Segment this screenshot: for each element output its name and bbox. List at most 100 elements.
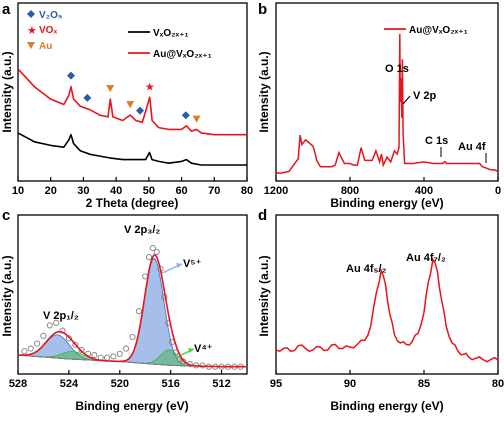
y-axis-title-c: Intensity (a.u.): [0, 255, 14, 336]
annotation-v2p-pointer: [402, 95, 411, 105]
panel-a-xrd: a ★ 10 20 30 40 50 60 70 80 2 Theta (degree) In…: [0, 1, 253, 210]
x-tick-label-0: 20: [45, 185, 57, 197]
legend-label-b: Au@VₓO₂ₓ₊₁: [409, 25, 468, 36]
plot-frame-c: [17, 214, 248, 375]
raw-data-point: [65, 335, 72, 342]
raw-data-point: [123, 345, 130, 352]
y-axis-title-d: Intensity (a.u.): [257, 255, 271, 336]
x-tick-label-0: 50: [143, 185, 155, 197]
raw-data-point: [78, 346, 85, 353]
raw-data-point: [116, 350, 123, 357]
x-tick-label-0: 30: [77, 185, 89, 197]
x-tick-label-2: 528: [9, 378, 27, 390]
y-axis-title-b: Intensity (a.u.): [257, 51, 271, 132]
series-group-c: [17, 244, 246, 370]
x-tick-label-2: 516: [161, 378, 179, 390]
panel-label-d: d: [258, 207, 267, 224]
x-tick-label-2: 512: [212, 378, 230, 390]
raw-data-point: [27, 345, 34, 352]
x-tick-label-3: 85: [418, 378, 430, 390]
panel-label-c: c: [2, 207, 10, 224]
vox-star-icon: ★: [27, 25, 37, 37]
raw-data-point: [110, 353, 117, 360]
x-tick-label-0: 70: [208, 185, 220, 197]
peak-diamond-marker: [136, 106, 145, 115]
raw-data-point: [72, 341, 79, 348]
peak-triangle-marker: [192, 115, 201, 123]
annotation-v2p12: V 2p₁/₂: [43, 310, 79, 322]
x-tick-label-1: 0: [495, 185, 501, 197]
raw-data-point: [91, 352, 98, 359]
y-axis-title-a: Intensity (a.u.): [0, 51, 14, 132]
annotation-v5: V⁵⁺: [183, 258, 202, 270]
x-tick-label-0: 60: [175, 185, 187, 197]
series-legend-a: VₓO₂ₓ₊₁ Au@VₓO₂ₓ₊₁: [128, 28, 212, 60]
series-group-a: [17, 68, 247, 166]
v4-arrow-head-icon: [188, 348, 194, 353]
x-tick-label-2: 520: [111, 378, 129, 390]
peak-diamond-marker: [66, 71, 75, 80]
raw-data-point: [40, 332, 47, 339]
x-ticks-a: 10 20 30 40 50 60 70 80: [12, 177, 253, 197]
plot-frame-a: [17, 2, 248, 182]
fit-envelope-line: [17, 254, 246, 368]
raw-data-point: [153, 248, 160, 255]
v5-arrow-head-icon: [176, 263, 182, 268]
marker-legend-v2o5: V₂O₅: [39, 10, 63, 21]
plot-frame-d: [275, 214, 499, 375]
x-tick-label-1: 800: [341, 185, 359, 197]
legend-label-vxo: VₓO₂ₓ₊₁: [153, 28, 189, 39]
raw-data-point: [129, 333, 136, 341]
raw-data-point: [135, 308, 142, 315]
series-group-d: [275, 257, 499, 363]
marker-legend-au: Au: [39, 41, 52, 52]
au4f-line: [275, 257, 499, 363]
panel-label-b: b: [258, 1, 267, 18]
x-axis-title-a: 2 Theta (degree): [86, 196, 179, 210]
x-axis-title-d: Binding energy (eV): [330, 399, 443, 413]
panel-label-a: a: [2, 1, 11, 18]
raw-data-point: [180, 358, 187, 365]
annotation-c1s: C 1s: [425, 135, 448, 147]
x-axis-title-b: Binding energy (eV): [330, 196, 443, 210]
annotation-v2p32: V 2p₃/₂: [124, 224, 160, 236]
peak-diamond-marker: [181, 111, 190, 120]
series-group-b: [276, 33, 499, 174]
peak-triangle-marker: [106, 85, 115, 93]
x-tick-label-0: 40: [110, 185, 122, 197]
x-tick-label-3: 90: [344, 378, 356, 390]
raw-data-point: [145, 254, 153, 261]
peak-star-marker: ★: [145, 81, 155, 93]
xrd-series-line: [17, 132, 247, 166]
x-ticks-d: 95 90 85 80: [270, 370, 504, 390]
plot-frame-b: [275, 2, 499, 182]
x-tick-label-1: 1200: [264, 185, 288, 197]
annotation-au4f52: Au 4f₅/₂: [346, 263, 387, 275]
x-ticks-c: 528 524 520 516 512: [9, 370, 231, 390]
annotation-v2p: V 2p: [413, 90, 437, 102]
peak-triangle-marker: [126, 101, 135, 109]
xps-survey-line: [276, 33, 499, 174]
raw-data-point: [34, 340, 41, 347]
raw-data-point: [149, 244, 156, 252]
x-tick-label-3: 80: [492, 378, 504, 390]
peak-markers-a: ★: [66, 71, 201, 123]
panel-d-au4f: d 95 90 85 80 Binding energy (eV) Intensity…: [257, 207, 504, 413]
panel-b-xps-survey: b 1200 800 400 0 Binding energy (eV) Intens…: [257, 1, 501, 210]
x-tick-label-0: 80: [241, 185, 253, 197]
x-tick-label-3: 95: [270, 378, 282, 390]
marker-legend-a: V₂O₅ ★ VOₓ Au: [27, 10, 63, 52]
legend-label-au-vxo: Au@VₓO₂ₓ₊₁: [153, 49, 212, 60]
panel-c-v2p-fit: c 528 524 520 516 512 Binding energy (eV) In…: [0, 207, 248, 413]
x-tick-label-0: 10: [12, 185, 24, 197]
x-ticks-b: 1200 800 400 0: [264, 177, 501, 197]
marker-legend-vox: VOₓ: [39, 25, 57, 36]
au-triangle-icon: [27, 42, 35, 49]
raw-data-point: [53, 319, 60, 326]
x-tick-label-1: 400: [415, 185, 433, 197]
raw-data-point: [21, 348, 28, 355]
x-tick-label-2: 524: [60, 378, 79, 390]
annotation-v4: V⁴⁺: [194, 343, 213, 355]
annotation-au4f72: Au 4f₇/₂: [406, 252, 446, 264]
series-legend-b: Au@VₓO₂ₓ₊₁: [384, 25, 468, 36]
